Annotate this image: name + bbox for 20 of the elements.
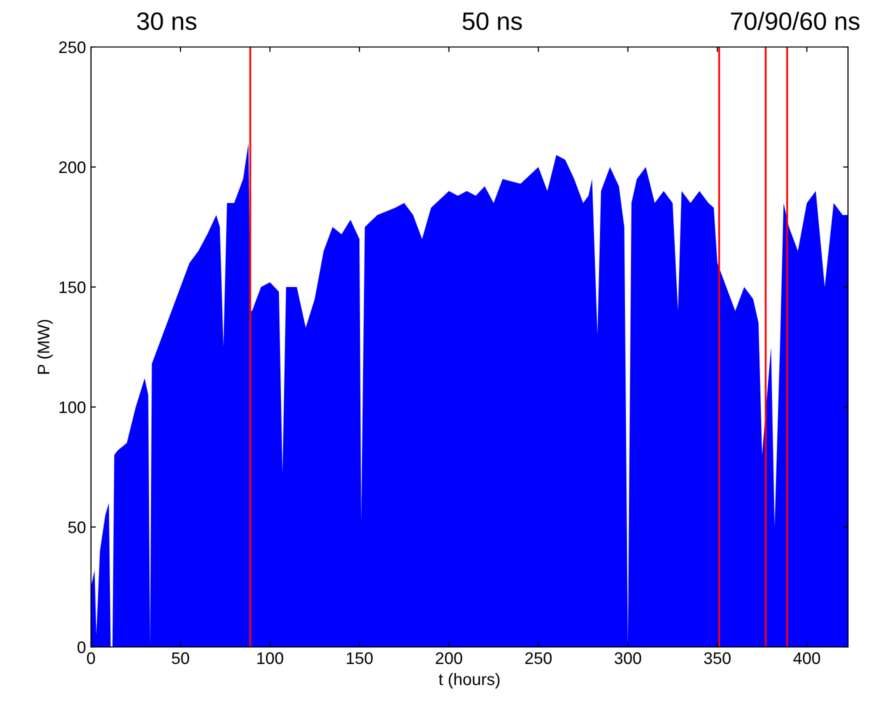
x-tick-label: 100 (257, 652, 284, 664)
x-tick-label: 150 (346, 652, 373, 664)
y-tick-label: 250 (59, 41, 86, 54)
x-tick-label: 300 (614, 652, 642, 664)
x-tick-label: 50 (172, 652, 190, 664)
x-axis-title: t (hours) (438, 672, 500, 688)
y-tick-label: 200 (59, 161, 86, 174)
x-tick-label: 350 (704, 652, 731, 664)
text: 30 ns (137, 12, 196, 30)
x-tick-label: 0 (87, 652, 95, 664)
y-tick-label: 50 (68, 521, 86, 534)
x-tick-label: 250 (525, 652, 552, 664)
y-axis-title: P (MW) (37, 320, 53, 374)
text: 70/90/60 ns (730, 12, 860, 30)
x-tick-label: 400 (793, 652, 820, 664)
y-tick-label: 0 (78, 641, 86, 654)
text: 50 ns (462, 12, 522, 30)
y-tick-label: 150 (60, 281, 86, 294)
y-tick-label: 100 (60, 401, 86, 414)
x-tick-label: 200 (436, 652, 462, 664)
